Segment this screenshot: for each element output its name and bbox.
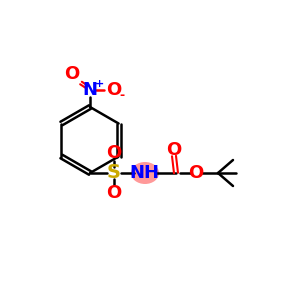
Ellipse shape xyxy=(131,162,159,184)
Text: O: O xyxy=(188,164,204,182)
Text: NH: NH xyxy=(129,164,159,182)
Text: O: O xyxy=(106,144,122,162)
Text: -: - xyxy=(119,89,124,103)
Text: O: O xyxy=(167,141,182,159)
Text: O: O xyxy=(64,65,80,83)
Text: O: O xyxy=(106,184,122,202)
Text: +: + xyxy=(94,79,103,89)
Text: N: N xyxy=(82,81,98,99)
Text: O: O xyxy=(106,81,122,99)
Text: S: S xyxy=(107,164,121,182)
